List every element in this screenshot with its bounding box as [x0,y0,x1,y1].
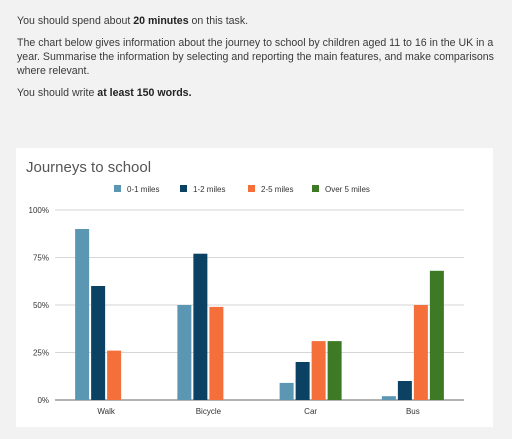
bar-car-2-5-miles [311,341,326,400]
task-instructions: You should spend about 20 minutes on thi… [17,14,502,108]
chart-title: Journeys to school [26,159,151,176]
time-instruction-suffix: on this task. [188,15,249,27]
legend-label: 1-2 miles [193,185,225,194]
word-count-prefix: You should write [17,87,98,99]
word-count-bold: at least 150 words. [97,87,192,99]
bar-car-over-5-miles [327,341,342,400]
legend-swatch [114,185,121,192]
x-tick-label: Car [304,407,317,416]
chart-card: Journeys to school 0-1 miles 1-2 miles 2-5… [16,148,493,427]
bar-walk-2-5-miles [107,350,122,400]
time-instruction-bold: 20 minutes [133,15,189,27]
legend-swatch [312,185,319,192]
legend-label: 0-1 miles [127,185,159,194]
task-description: The chart below gives information about … [17,37,494,77]
legend-label: Over 5 miles [325,185,370,194]
legend-swatch [248,185,255,192]
chart-x-labels: Walk Bicycle Car Bus [97,407,419,416]
bar-walk-1-2-miles [91,286,106,400]
x-tick-label: Walk [97,407,115,416]
chart-legend: 0-1 miles 1-2 miles 2-5 miles Over 5 miles [114,185,370,194]
bar-car-0-1-miles [279,382,294,400]
bar-chart: Journeys to school 0-1 miles 1-2 miles 2-5… [26,159,464,416]
bar-car-1-2-miles [295,362,310,400]
chart-grid: 0% 25% 50% 75% 100% [29,206,464,405]
y-tick-label: 100% [29,206,49,215]
bar-bicycle-2-5-miles [209,306,224,400]
time-instruction-prefix: You should spend about [17,15,134,27]
word-count-instruction: You should write at least 150 words. [17,86,502,100]
time-instruction: You should spend about 20 minutes on thi… [17,14,502,28]
legend-label: 2-5 miles [261,185,293,194]
y-tick-label: 75% [33,254,49,263]
y-tick-label: 25% [33,349,49,358]
x-tick-label: Bus [406,407,420,416]
legend-swatch [180,185,187,192]
bar-bicycle-0-1-miles [177,305,192,400]
x-tick-label: Bicycle [196,407,222,416]
y-tick-label: 50% [33,301,49,310]
bar-bus-2-5-miles [413,305,428,400]
bar-bus-over-5-miles [429,270,444,400]
bar-bicycle-1-2-miles [193,253,208,400]
y-tick-label: 0% [37,396,49,405]
bar-bus-0-1-miles [381,396,396,400]
bar-walk-0-1-miles [75,229,90,400]
chart-bars [75,229,444,400]
bar-bus-1-2-miles [397,381,412,400]
